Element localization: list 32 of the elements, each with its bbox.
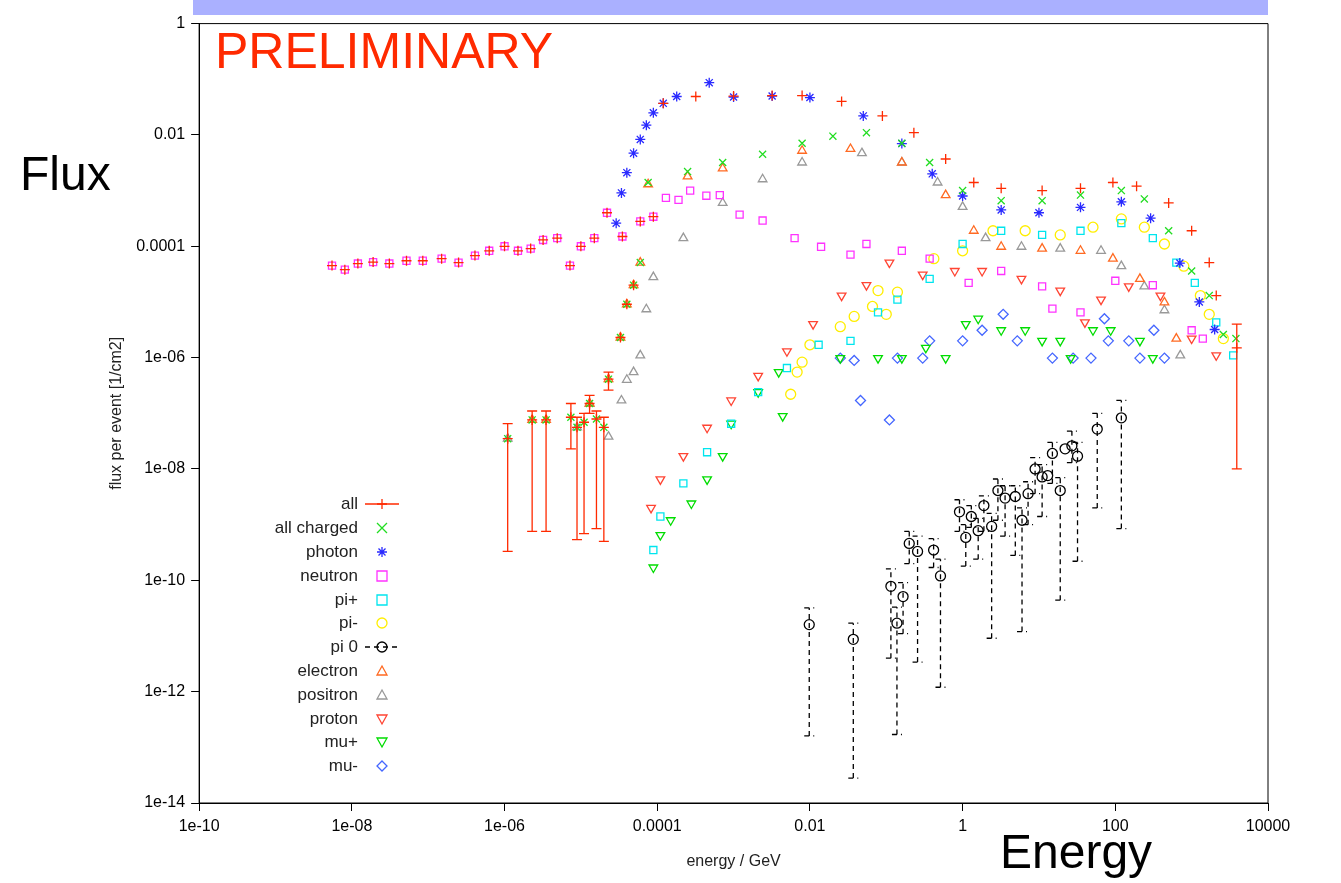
y-tick-label: 1e-14 [144,793,186,811]
legend-label: proton [308,707,358,730]
x-tick-label: 1e-10 [178,817,220,835]
legend-label: neutron [299,564,358,587]
y-tick-label: 0.01 [154,125,186,143]
x-tick-label: 100 [1101,817,1129,835]
legend-label: mu- [327,755,358,778]
y-axis-title: flux per event [1/cm2] [107,336,125,490]
y-tick-label: 1e-08 [144,459,186,477]
legend-label: mu+ [323,731,358,754]
x-axis-title: energy / GeV [686,851,782,869]
y-tick-label: 1 [176,14,186,32]
y-tick-label: 1e-10 [144,570,186,588]
y-tick-label: 1e-12 [144,682,186,700]
x-tick-label: 1e-06 [484,817,526,835]
annotation: PRELIMINARY [215,23,554,79]
legend-label: pi- [338,612,358,635]
x-tick-label: 0.0001 [632,817,682,835]
legend-label: pi+ [333,588,358,611]
legend-label: photon [305,541,358,564]
x-tick-label: 1 [958,817,968,835]
x-tick-label: 1e-08 [331,817,373,835]
y-tick-label: 1e-06 [144,348,186,366]
y-tick-label: 0.0001 [136,236,186,254]
legend-label: electron [296,660,358,682]
legend-label: all [340,493,358,516]
legend-label: all charged [273,517,358,540]
text: Flux [20,147,111,200]
legend-label: positron [296,683,358,706]
x-tick-label: 10000 [1245,817,1291,835]
x-tick-label: 0.01 [794,817,826,835]
legend-label: pi 0 [329,636,358,659]
